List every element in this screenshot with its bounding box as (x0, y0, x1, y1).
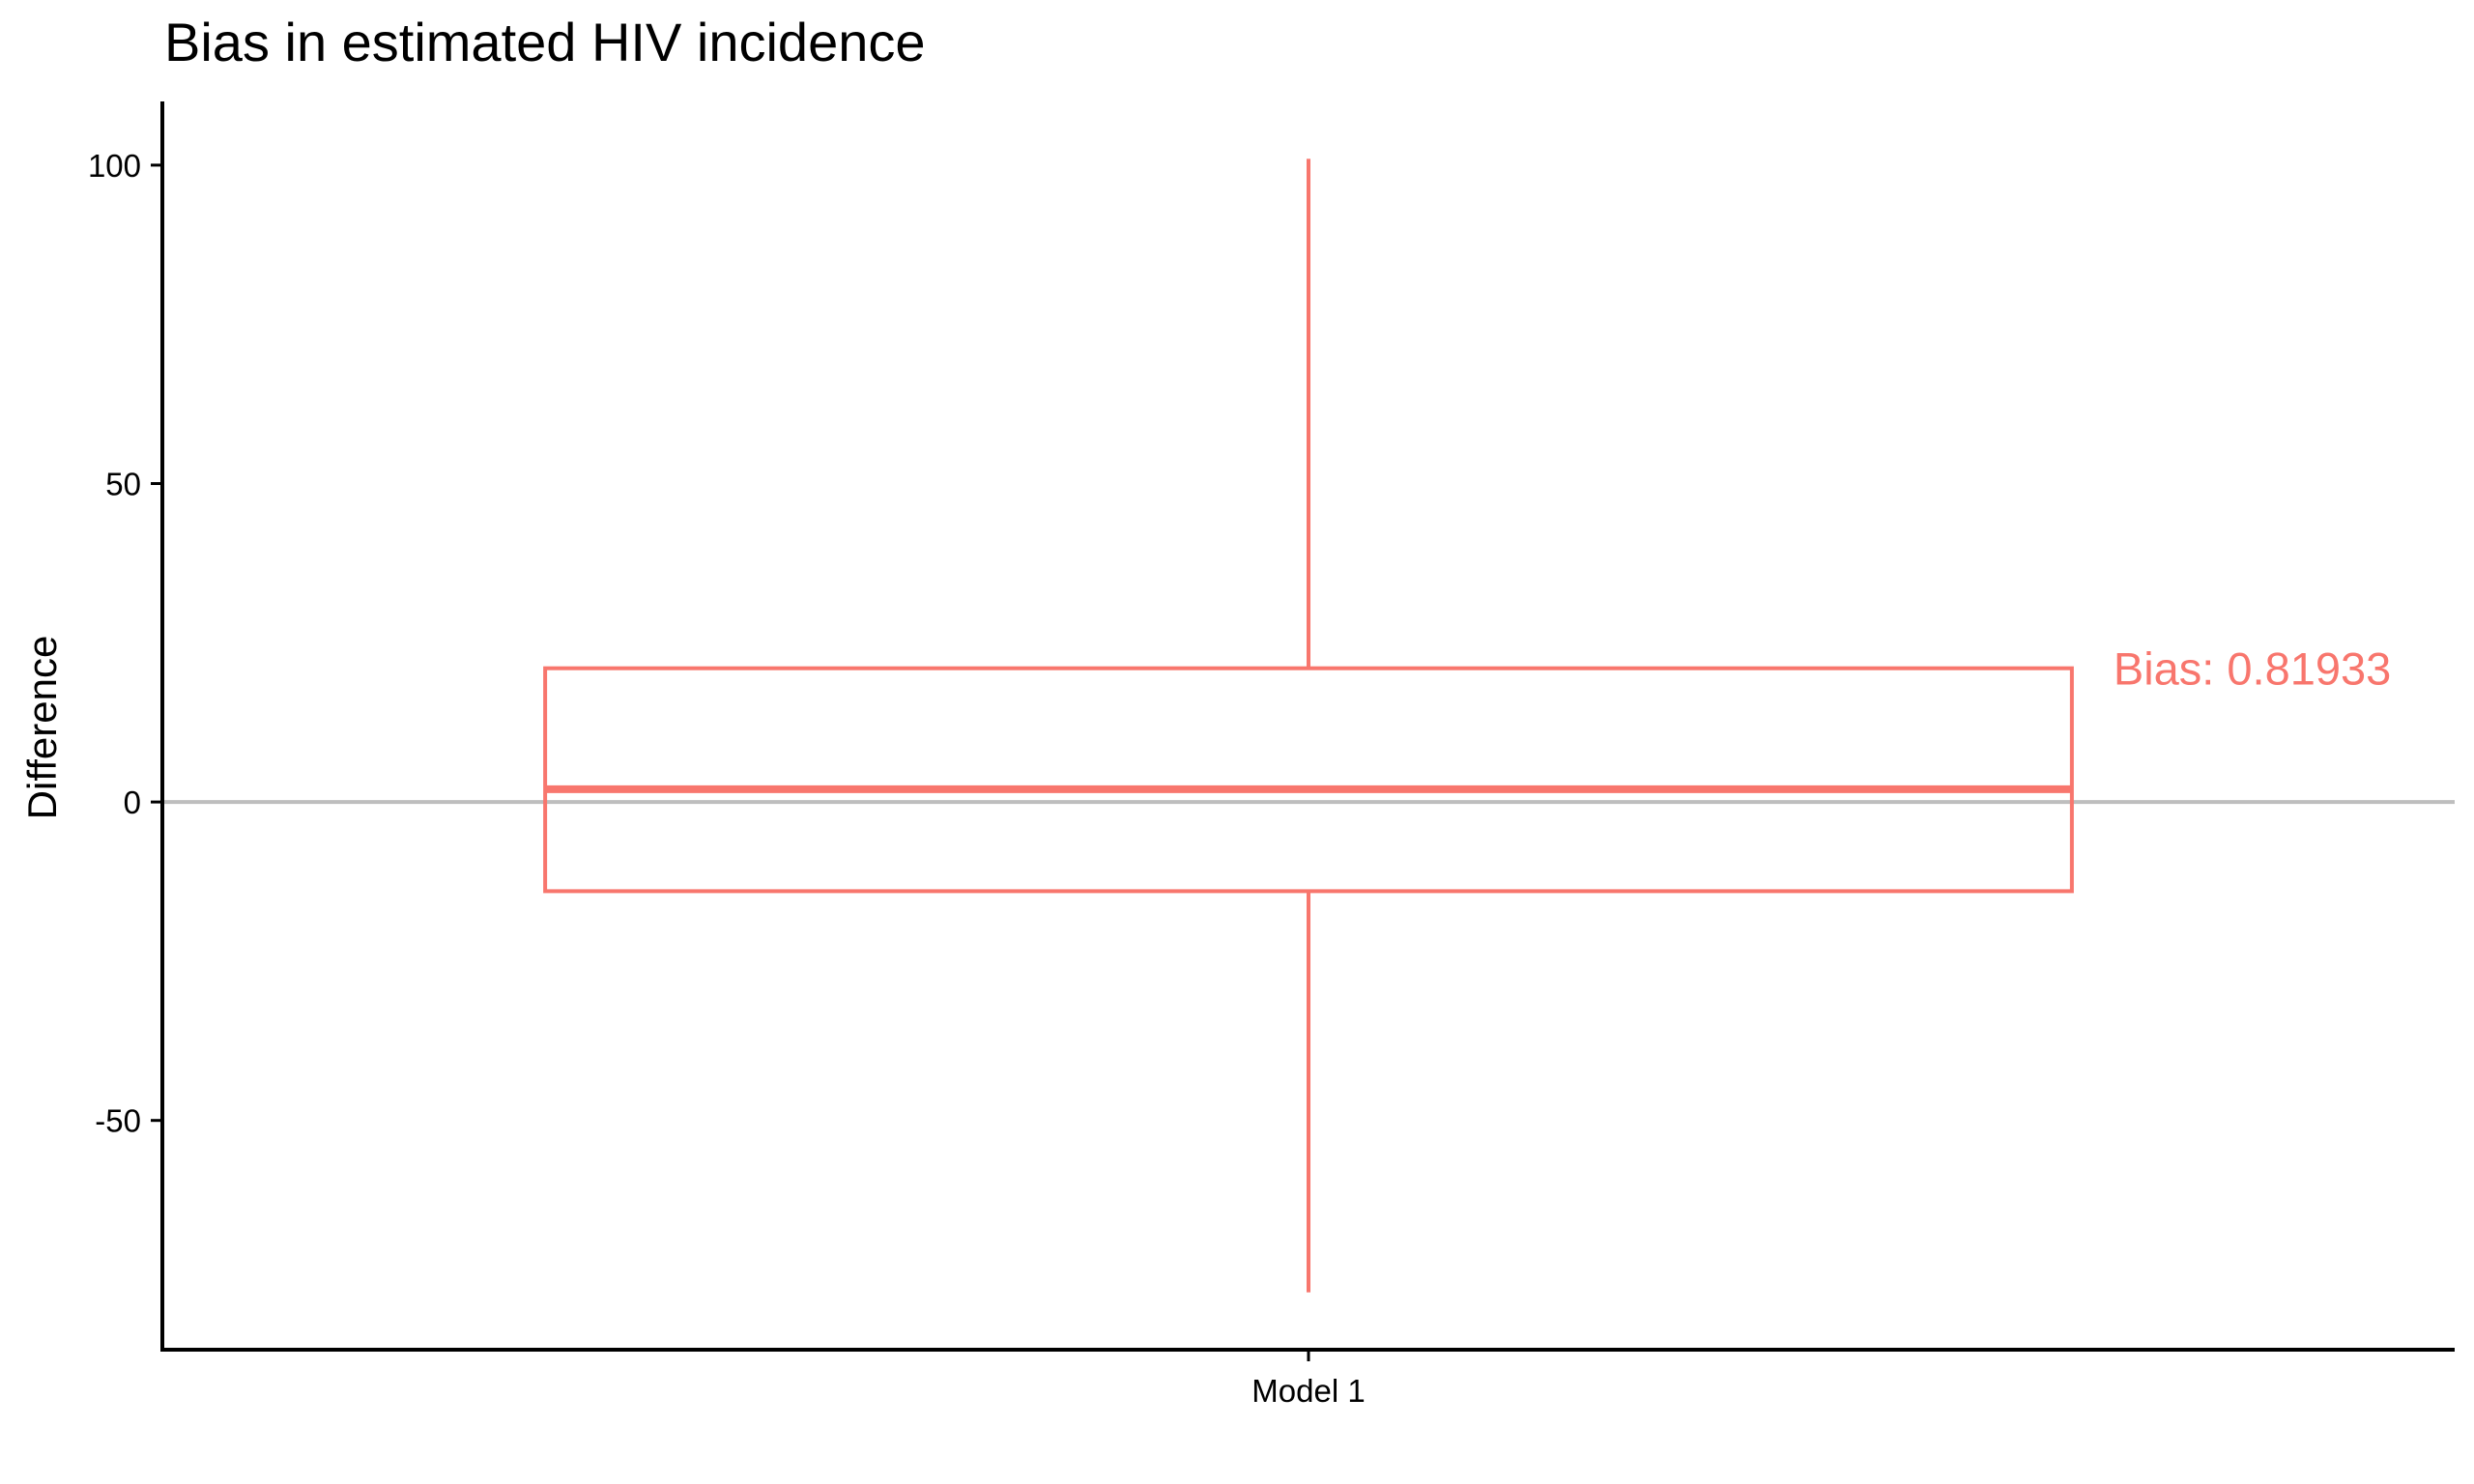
x-tick-label: Model 1 (1251, 1373, 1365, 1409)
y-tick-label: -50 (95, 1103, 141, 1139)
chart-title: Bias in estimated HIV incidence (164, 12, 926, 72)
y-tick-label: 0 (124, 785, 141, 820)
bias-annotation: Bias: 0.81933 (2114, 643, 2391, 695)
box-iqr (543, 666, 2074, 894)
y-tick-label: 100 (88, 148, 141, 184)
y-tick-label: 50 (105, 467, 141, 502)
plot-area: Bias: 0.81933 -50 0 50 100 Model 1 (88, 101, 2455, 1409)
y-axis-title: Difference (19, 636, 65, 820)
